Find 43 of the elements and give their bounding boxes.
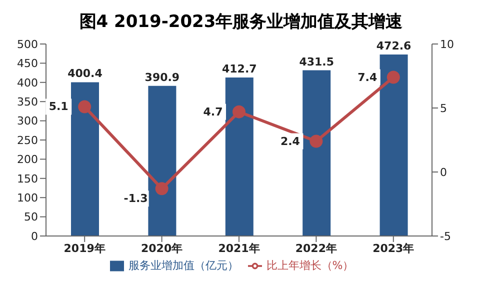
data-label: 7.4 [358, 70, 378, 84]
data-label: 4.7 [203, 105, 223, 118]
data-label: 431.5 [299, 55, 334, 68]
y-tick-label: 250 [17, 134, 38, 147]
y-tick-label: 450 [17, 57, 38, 70]
legend-label: 比上年增长（%） [266, 259, 354, 272]
y-tick-label: 350 [17, 96, 38, 109]
bar [380, 54, 408, 236]
x-tick-label: 2020年 [140, 242, 183, 255]
data-label: 5.1 [48, 100, 68, 114]
y-tick-label: 100 [17, 192, 38, 205]
bar [302, 70, 331, 236]
x-tick-label: 2022年 [295, 242, 338, 255]
bar [148, 86, 176, 236]
data-label: 390.9 [144, 70, 180, 84]
point [155, 182, 168, 196]
point [310, 134, 323, 148]
y2-tick-label: 5 [440, 102, 447, 115]
x-tick-label: 2023年 [372, 242, 414, 255]
x-tick-label: 2019年 [64, 242, 106, 255]
y2-tick-label: 0 [440, 166, 447, 179]
data-label: 472.6 [376, 40, 412, 53]
bar [225, 78, 254, 236]
y-tick-label: 200 [17, 153, 38, 166]
data-label: 400.4 [68, 67, 103, 80]
x-tick-label: 2021年 [218, 242, 260, 255]
y-tick-label: 0 [31, 230, 38, 243]
y-tick-label: 150 [17, 172, 38, 186]
y-tick-label: 400 [17, 76, 38, 90]
legend-label: 服务业增加值（亿元） [128, 259, 238, 272]
point [386, 70, 400, 84]
y2-tick-label: -5 [440, 230, 451, 243]
data-label: 412.7 [222, 62, 257, 76]
point [232, 105, 246, 118]
y2-tick-label: 10 [440, 38, 454, 51]
bar [71, 82, 99, 236]
data-label: -1.3 [124, 192, 148, 206]
data-label: 2.4 [280, 134, 300, 148]
y-tick-label: 300 [17, 114, 38, 128]
point [78, 100, 92, 114]
chart-title: 图4 2019-2023年服务业增加值及其增速 [78, 11, 404, 34]
y-tick-label: 50 [24, 210, 38, 224]
y-tick-label: 500 [17, 38, 38, 51]
